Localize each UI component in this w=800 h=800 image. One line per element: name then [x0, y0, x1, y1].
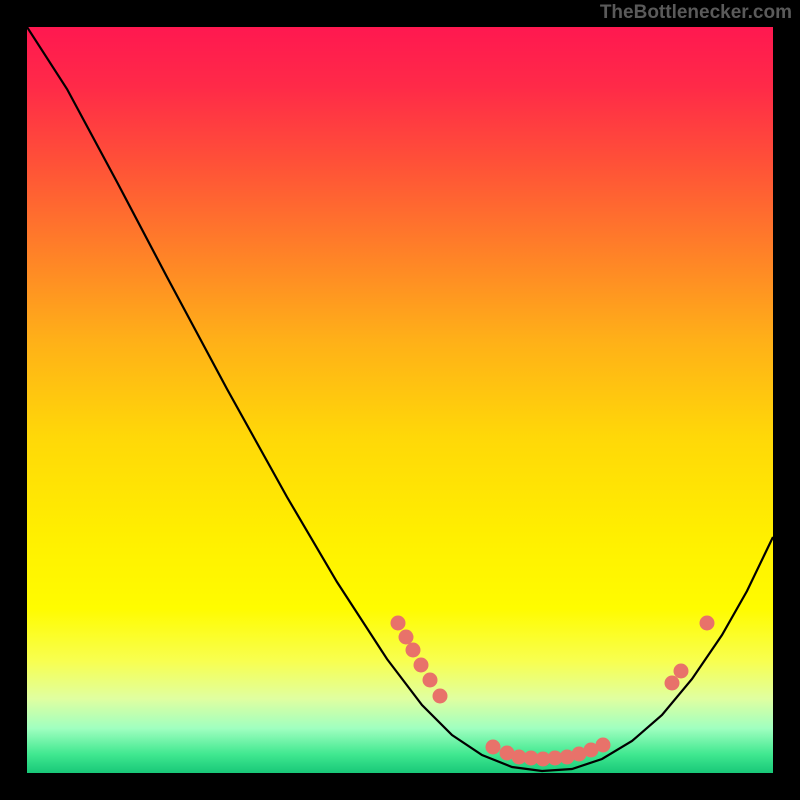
data-marker: [596, 738, 611, 753]
data-marker: [399, 630, 414, 645]
marker-group: [391, 616, 715, 767]
plot-area: [27, 27, 773, 773]
data-marker: [414, 658, 429, 673]
curve-line: [27, 27, 773, 771]
data-marker: [433, 689, 448, 704]
data-marker: [665, 676, 680, 691]
data-marker: [700, 616, 715, 631]
chart-overlay: [27, 27, 773, 773]
data-marker: [674, 664, 689, 679]
data-marker: [406, 643, 421, 658]
watermark-text: TheBottlenecker.com: [600, 2, 792, 24]
data-marker: [391, 616, 406, 631]
data-marker: [423, 673, 438, 688]
data-marker: [486, 740, 501, 755]
